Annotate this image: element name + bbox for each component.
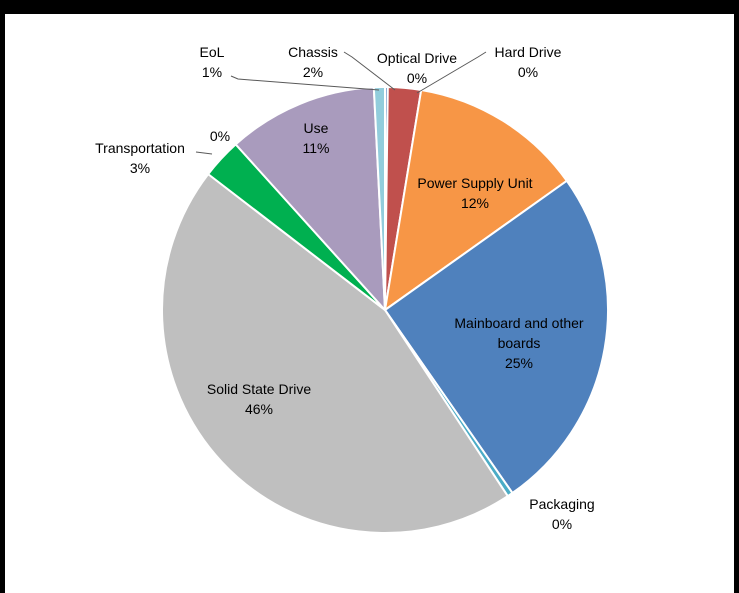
pie-slice-eol bbox=[372, 85, 386, 311]
label-solid-state-drive: Solid State Drive 46% bbox=[207, 381, 311, 417]
label-chassis: Chassis 2% bbox=[288, 44, 338, 80]
pie-slice-mainboard-and-other-boards bbox=[383, 179, 609, 495]
label-packaging: Packaging 0% bbox=[529, 496, 594, 532]
label-use: Use 11% bbox=[303, 120, 330, 156]
pie-slice-power-supply-unit bbox=[383, 88, 569, 313]
leader-eol bbox=[230, 75, 380, 91]
leader-hard-drive bbox=[416, 51, 487, 94]
label-mainboard-and-other-boards: Mainboard and other boards 25% bbox=[454, 315, 584, 371]
pie-slice-solid-state-drive bbox=[161, 172, 510, 534]
label-power-supply-unit: Power Supply Unit 12% bbox=[417, 175, 532, 211]
label-optical-drive: Optical Drive 0% bbox=[377, 50, 457, 86]
label-eol: EoL 1% bbox=[200, 44, 225, 80]
leader-transportation bbox=[195, 151, 213, 155]
leader-chassis bbox=[343, 51, 396, 91]
label-zero-unlabeled: 0% bbox=[210, 128, 230, 144]
label-hard-drive: Hard Drive 0% bbox=[495, 44, 562, 80]
label-transportation: Transportation 3% bbox=[95, 140, 185, 176]
pie-slice-use bbox=[234, 86, 387, 313]
